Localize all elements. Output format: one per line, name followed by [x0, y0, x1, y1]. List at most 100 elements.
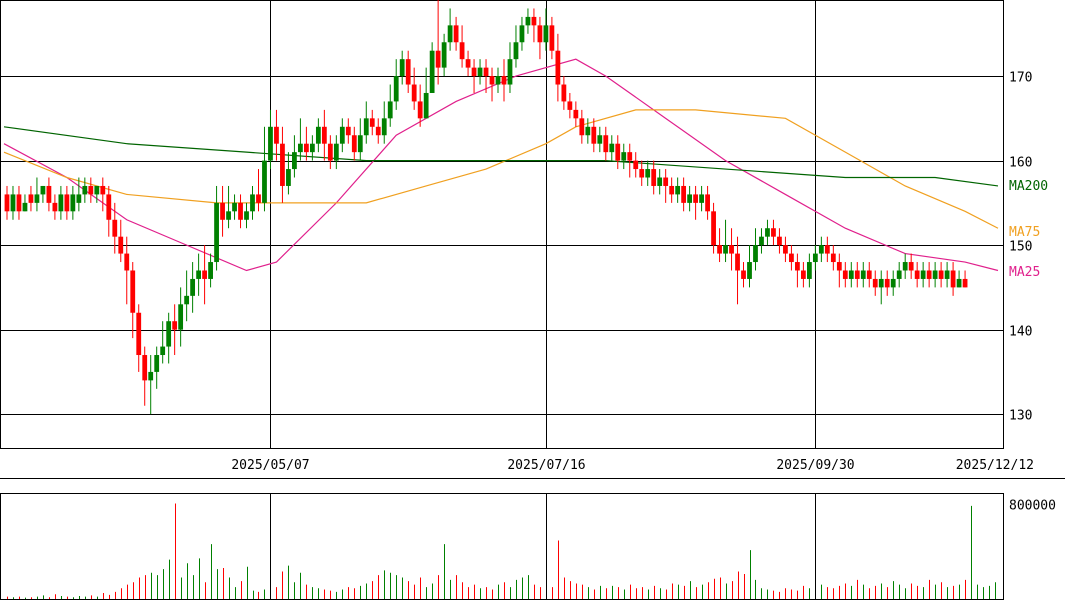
candle-body — [657, 177, 663, 186]
candle-body — [399, 59, 405, 77]
candle-body — [525, 16, 531, 26]
candle-body — [423, 92, 429, 119]
candle-body — [321, 126, 327, 144]
date-tick-label: 2025/05/07 — [231, 458, 309, 473]
candle-body — [375, 126, 381, 136]
candle-body — [417, 101, 423, 119]
candlestick-series — [4, 0, 968, 415]
candle-body — [519, 25, 525, 43]
candle-body — [381, 118, 387, 136]
candle-body — [411, 84, 417, 102]
candle-body — [711, 211, 716, 246]
candle-body — [902, 262, 908, 271]
candle-body — [76, 194, 82, 203]
candle-body — [735, 253, 740, 271]
candle-body — [741, 270, 746, 279]
candle-body — [717, 245, 722, 254]
date-tick-label: 2025/12/12 — [956, 458, 1034, 473]
candle-body — [435, 50, 441, 68]
candle-body — [795, 262, 800, 271]
ma-line-ma25 — [3, 58, 999, 272]
candle-body — [800, 270, 806, 279]
legend-ma75: MA75 — [1009, 225, 1040, 240]
candle-body — [268, 126, 273, 161]
candle-body — [142, 355, 148, 381]
candle-body — [345, 126, 351, 136]
legend-ma25: MA25 — [1009, 265, 1040, 280]
candle-body — [4, 194, 10, 212]
candle-body — [196, 270, 202, 279]
candle-body — [477, 67, 483, 77]
candle-body — [938, 270, 944, 279]
candle-body — [226, 211, 231, 220]
candle-body — [315, 126, 321, 144]
candle-body — [351, 135, 357, 153]
candle-body — [244, 211, 249, 220]
candle-body — [681, 185, 687, 203]
candle-body — [926, 270, 932, 279]
candle-body — [82, 185, 88, 195]
candle-body — [771, 228, 776, 237]
candle-body — [962, 278, 968, 288]
candle-body — [836, 262, 842, 271]
volume-axis-labels: 800000 — [270, 494, 1056, 599]
ma-line-ma75 — [3, 109, 999, 229]
candle-body — [274, 126, 279, 144]
candle-body — [890, 278, 896, 288]
candle-body — [615, 143, 621, 161]
candle-body — [884, 278, 890, 288]
candle-body — [190, 278, 196, 296]
date-tick-label: 2025/07/16 — [507, 458, 585, 473]
candle-body — [154, 355, 160, 372]
candle-body — [687, 194, 693, 203]
candle-body — [112, 219, 118, 237]
candle-body — [483, 67, 489, 77]
candle-body — [16, 194, 22, 212]
candle-body — [64, 194, 70, 212]
candle-body — [753, 245, 758, 263]
candle-body — [262, 160, 267, 203]
candle-body — [651, 169, 657, 186]
candle-body — [783, 245, 788, 254]
candle-body — [531, 16, 537, 26]
candle-body — [298, 143, 303, 153]
candle-body — [471, 67, 477, 77]
candle-body — [956, 278, 962, 288]
price-tick-label: 130 — [1009, 409, 1032, 424]
candle-body — [393, 76, 399, 102]
candle-body — [824, 245, 830, 254]
candle-body — [663, 177, 669, 186]
candle-body — [591, 126, 597, 144]
candle-body — [94, 185, 100, 195]
candle-body — [693, 194, 699, 203]
candle-body — [363, 118, 369, 136]
candle-body — [22, 202, 28, 212]
candle-body — [184, 295, 190, 305]
candle-body — [40, 185, 46, 195]
candle-body — [818, 245, 824, 254]
candle-body — [405, 59, 411, 85]
candle-body — [148, 371, 154, 381]
date-axis-labels: 2025/05/07 2025/07/16 2025/09/30 2025/12/12 — [231, 458, 1034, 473]
candle-body — [286, 169, 291, 186]
candle-body — [621, 152, 627, 161]
candle-body — [944, 270, 950, 279]
candle-body — [597, 135, 603, 144]
candle-body — [489, 76, 495, 85]
candle-body — [842, 270, 848, 279]
candle-body — [100, 185, 106, 195]
price-tick-label: 150 — [1009, 240, 1032, 255]
price-axis-labels: 130 140 150 160 170 — [1009, 71, 1032, 424]
candle-body — [513, 42, 519, 60]
legend-ma200: MA200 — [1009, 179, 1048, 194]
candle-body — [70, 194, 76, 212]
candle-body — [567, 101, 573, 110]
date-tick-label: 2025/09/30 — [776, 458, 854, 473]
candle-body — [429, 50, 435, 93]
candle-body — [501, 76, 507, 85]
candle-body — [777, 236, 782, 246]
candle-body — [723, 245, 728, 254]
price-tick-label: 160 — [1009, 156, 1032, 171]
candle-body — [256, 194, 261, 203]
